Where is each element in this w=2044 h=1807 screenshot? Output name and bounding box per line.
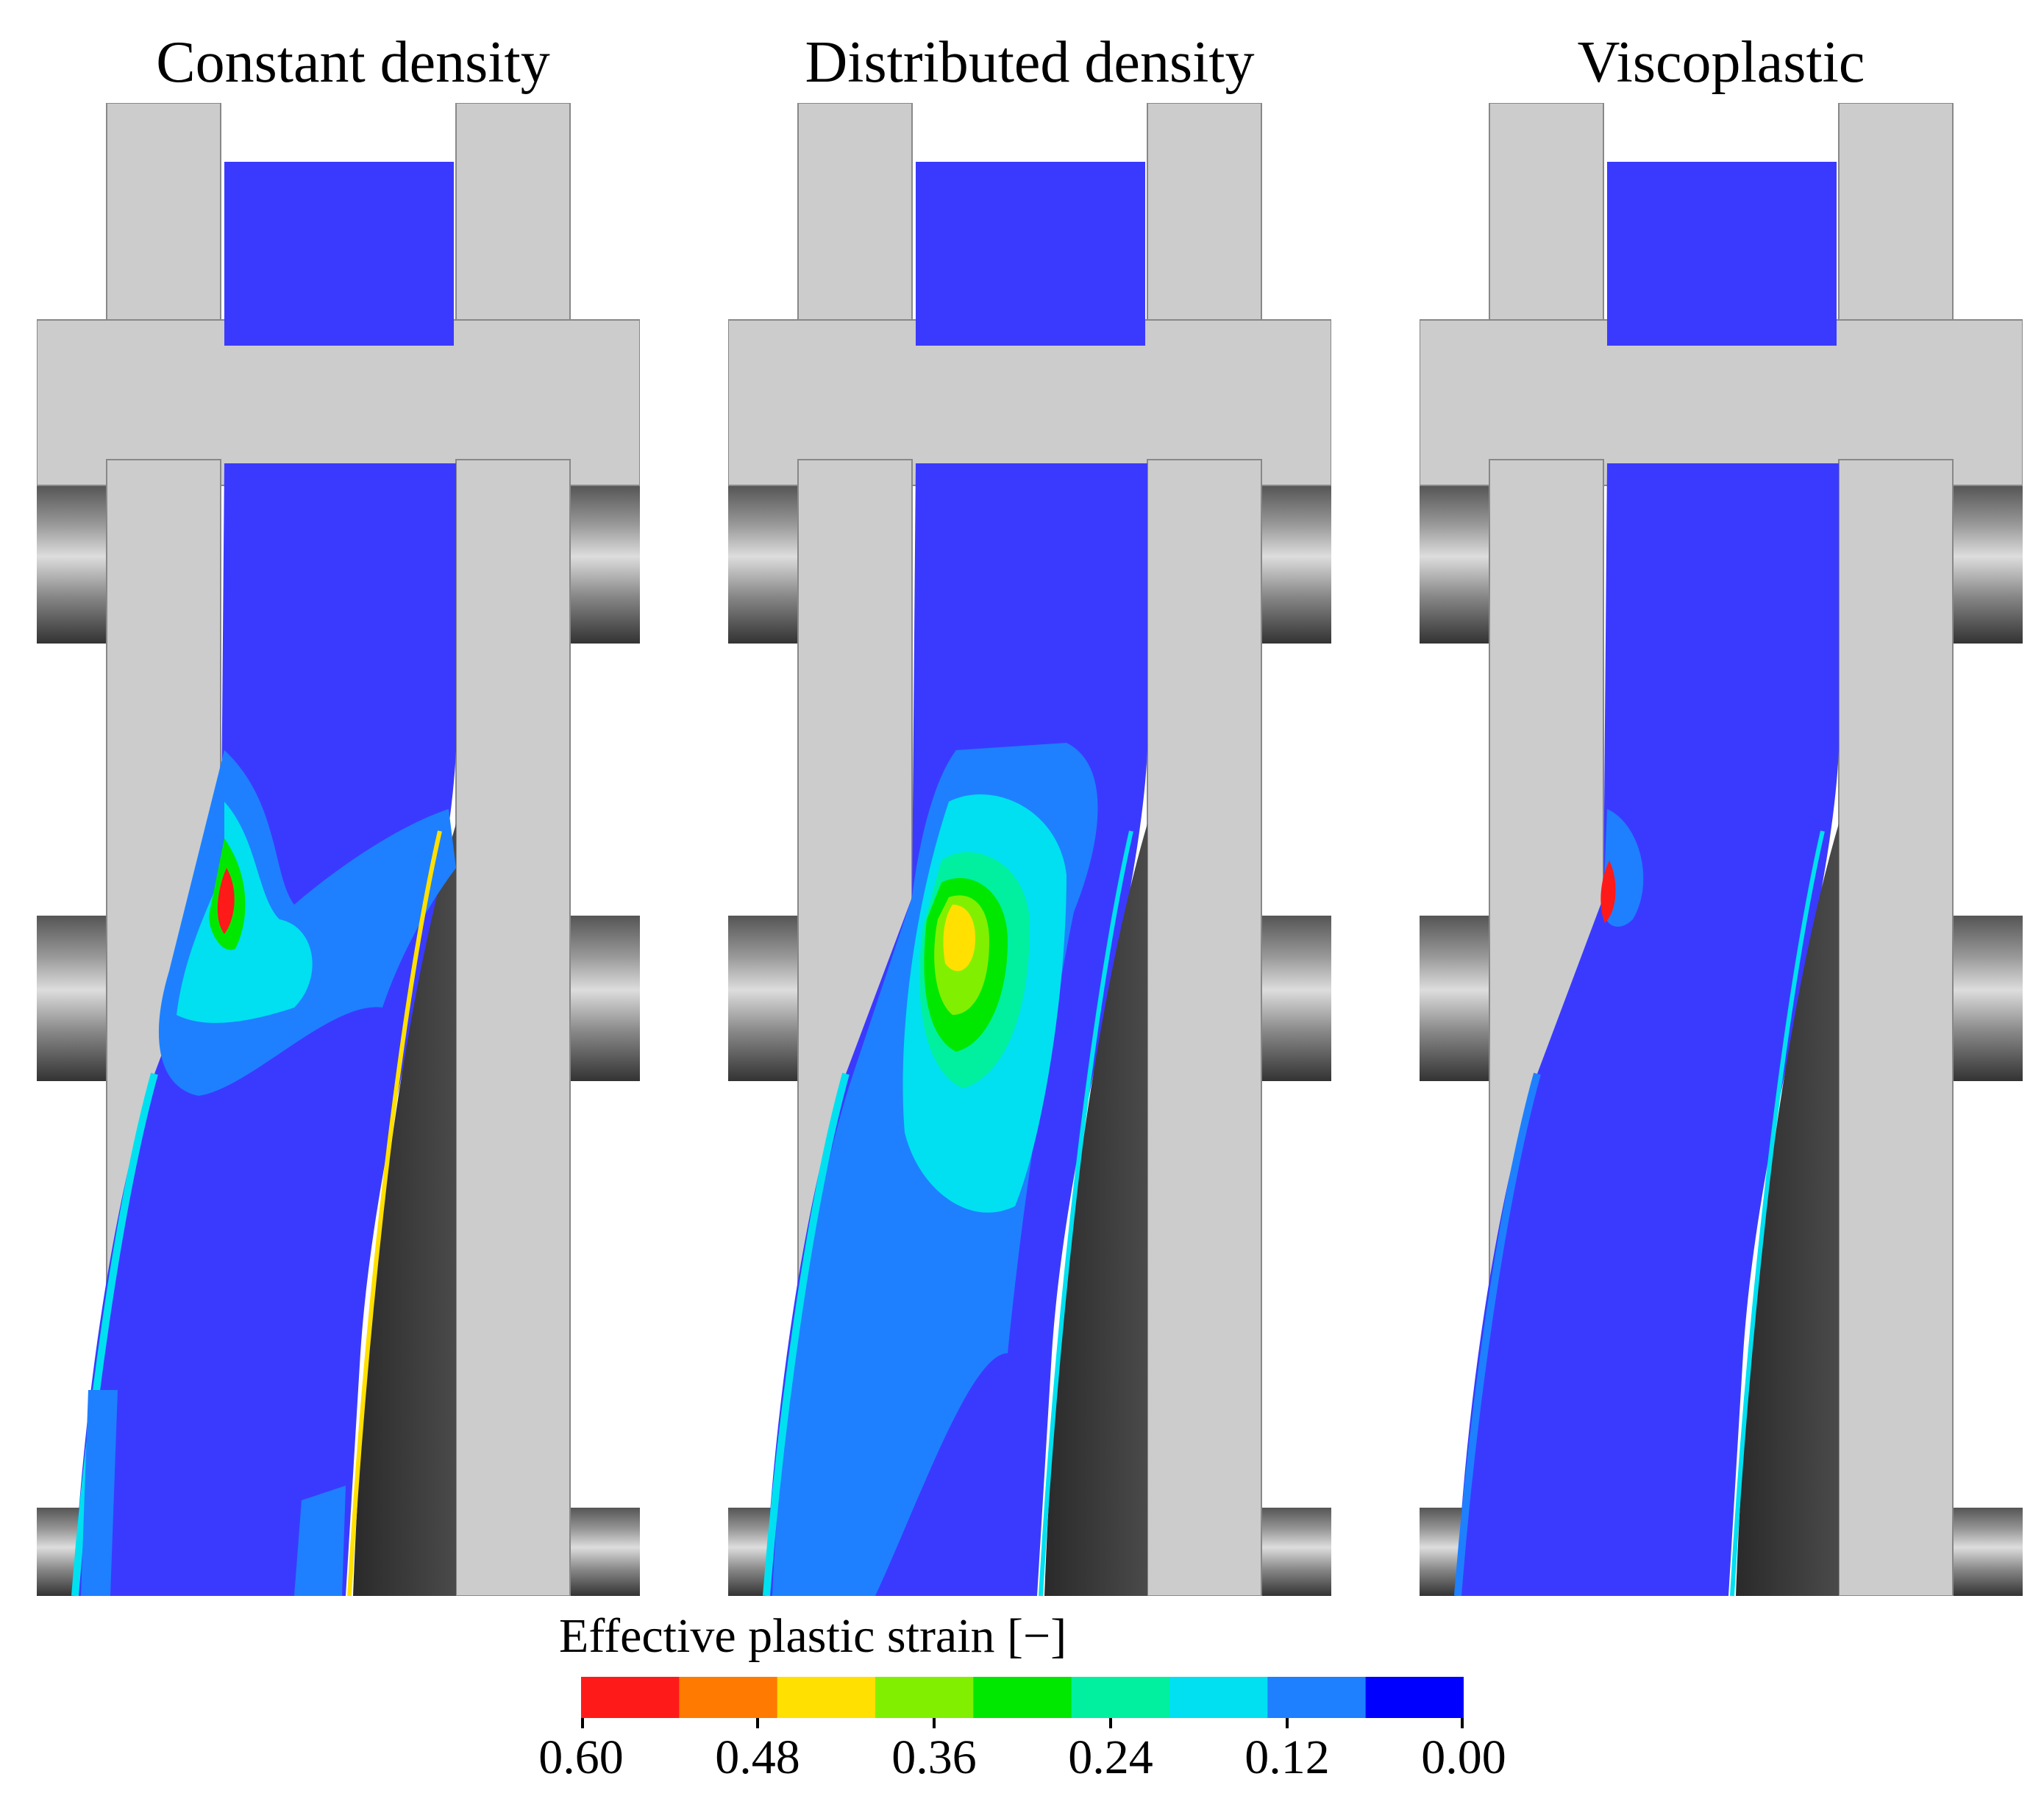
roller-left-middle <box>1420 916 1489 1081</box>
strain-band-red <box>1600 860 1616 923</box>
colorbar-band <box>973 1677 1072 1718</box>
colorbar-band <box>1267 1677 1367 1718</box>
strain-edge-left <box>71 1072 158 1596</box>
legend-title: Effective plastic strain [−] <box>559 1609 1067 1663</box>
panel-title-viscoplastic: Viscoplastic <box>1577 30 1865 95</box>
roller-right-lower <box>1261 1508 1331 1596</box>
strain-band-red <box>217 868 235 934</box>
simulation-panel-viscoplastic <box>1420 103 2023 1596</box>
panel-title-constant-density: Constant density <box>156 30 550 95</box>
workpiece-top <box>224 162 454 346</box>
roller-right-upper <box>1261 485 1331 644</box>
roller-right-middle <box>570 916 640 1081</box>
punch-left <box>106 103 221 346</box>
strain-colorbar <box>581 1677 1464 1728</box>
colorbar-band <box>777 1677 876 1718</box>
punch-left <box>797 103 913 346</box>
simulation-panel-distributed-density <box>728 103 1331 1596</box>
colorbar-band <box>1169 1677 1268 1718</box>
panel-title-distributed-density: Distributed density <box>805 30 1255 95</box>
colorbar-band <box>1365 1677 1464 1718</box>
strain-edge-left <box>1454 1072 1541 1596</box>
colorbar-tick-label: 0.12 <box>1244 1731 1330 1784</box>
rolled-surface <box>1736 824 1839 1596</box>
crossbar <box>728 319 1331 486</box>
colorbar-tick-label: 0.36 <box>891 1731 977 1784</box>
colorbar-tick-label: 0.24 <box>1068 1731 1153 1784</box>
strain-edge-right <box>1730 830 1825 1596</box>
strain-edge-right-bottom <box>294 1486 346 1596</box>
roller-right-lower <box>1953 1508 2023 1596</box>
die-right <box>455 459 571 1596</box>
strain-edge-left <box>763 1072 850 1596</box>
die-right <box>1147 459 1262 1596</box>
punch-right <box>1838 103 1954 346</box>
roller-left-upper <box>728 485 798 644</box>
crossbar <box>37 319 640 486</box>
colorbar-band <box>1071 1677 1170 1718</box>
colorbar-tick-label: 0.48 <box>715 1731 800 1784</box>
colorbar-tick-label: 0.00 <box>1421 1731 1506 1784</box>
strain-band-yellow <box>943 905 975 972</box>
workpiece-top <box>1607 162 1837 346</box>
crossbar <box>1420 319 2023 486</box>
colorbar-band <box>679 1677 778 1718</box>
roller-left-upper <box>1420 485 1489 644</box>
roller-right-lower <box>570 1508 640 1596</box>
roller-right-upper <box>1953 485 2023 644</box>
roller-right-upper <box>570 485 640 644</box>
roller-right-middle <box>1953 916 2023 1081</box>
rolled-surface <box>1044 824 1147 1596</box>
colorbar-band <box>875 1677 974 1718</box>
colorbar-tick-label: 0.60 <box>538 1731 624 1784</box>
roller-left-upper <box>37 485 107 644</box>
roller-left-middle <box>728 916 798 1081</box>
colorbar-band <box>581 1677 680 1718</box>
punch-right <box>1147 103 1262 346</box>
strain-edge-left-bottom <box>81 1390 118 1596</box>
strain-edge-right <box>347 830 442 1596</box>
workpiece-top <box>916 162 1145 346</box>
simulation-panel-constant-density <box>37 103 640 1596</box>
punch-right <box>455 103 571 346</box>
roller-left-middle <box>37 916 107 1081</box>
roller-right-middle <box>1261 916 1331 1081</box>
workpiece-channel <box>1456 463 1839 1596</box>
die-right <box>1838 459 1954 1596</box>
punch-left <box>1489 103 1604 346</box>
strain-edge-right <box>1039 830 1133 1596</box>
rolled-surface <box>353 824 456 1596</box>
